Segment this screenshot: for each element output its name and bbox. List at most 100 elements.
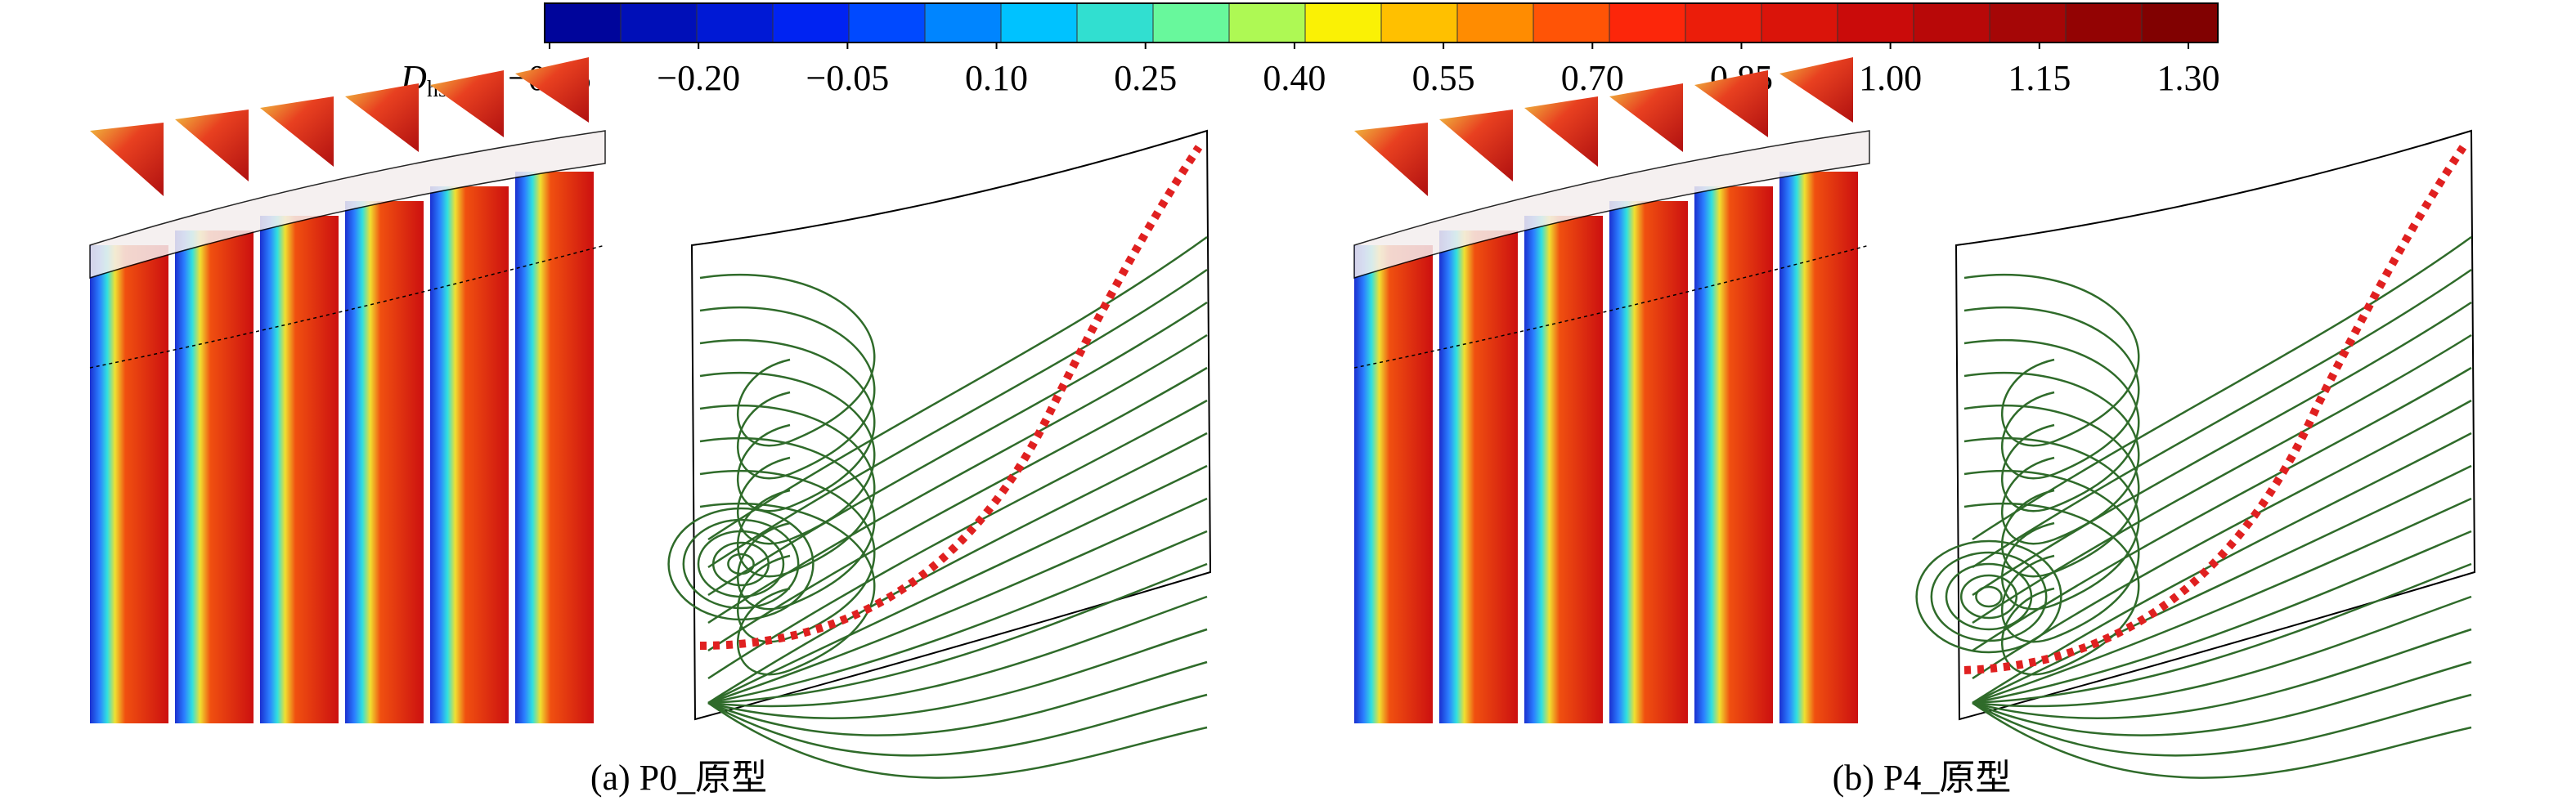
streamline bbox=[1963, 371, 2140, 545]
hub-band bbox=[1353, 130, 1870, 280]
vortex bbox=[1975, 585, 2003, 608]
colorbar-segment bbox=[1076, 2, 1154, 43]
streamline bbox=[707, 628, 1208, 719]
streamline bbox=[699, 306, 876, 480]
streamline bbox=[699, 436, 876, 611]
blade-top bbox=[90, 123, 164, 196]
colorbar-segment bbox=[2141, 2, 2219, 43]
colorbar-tick-label: 1.30 bbox=[2157, 58, 2220, 98]
blade-top bbox=[1779, 57, 1853, 123]
colorbar-segment bbox=[1989, 2, 2067, 43]
colorbar-segment bbox=[1913, 2, 1990, 43]
blade bbox=[1439, 230, 1518, 723]
colorbar-segment bbox=[1533, 2, 1610, 43]
colorbar-segment bbox=[696, 2, 774, 43]
vortex bbox=[1959, 574, 2018, 620]
colorbar-tick-label: −0.05 bbox=[806, 58, 889, 98]
streamline bbox=[1963, 306, 2140, 480]
vortex bbox=[682, 518, 800, 610]
streamline bbox=[707, 562, 1208, 705]
colorbar-tick-label: 1.15 bbox=[2008, 58, 2071, 98]
vortex bbox=[697, 530, 785, 598]
colorbar-segment bbox=[2065, 2, 2143, 43]
colorbar-tick-label: 0.55 bbox=[1412, 58, 1475, 98]
panel: (b) P4_原型 bbox=[1353, 57, 2476, 798]
streamline bbox=[1972, 268, 2472, 569]
vortex bbox=[1945, 562, 2033, 631]
streamline bbox=[1972, 628, 2472, 719]
separation-line bbox=[1963, 145, 2467, 674]
colorbar-segment bbox=[620, 2, 698, 43]
panel: (a) P0_原型 bbox=[89, 57, 1212, 798]
colorbar-tick-label: 0.40 bbox=[1263, 58, 1326, 98]
blade-top bbox=[1609, 83, 1683, 152]
blade bbox=[515, 172, 594, 723]
streamline bbox=[1963, 273, 2140, 447]
streamline bbox=[1972, 464, 2472, 705]
streamline bbox=[1963, 338, 2140, 512]
flow-domain bbox=[1954, 129, 2476, 721]
colorbar-segment bbox=[1456, 2, 1534, 43]
panels: (a) P0_原型 (b) P4_原型 bbox=[89, 57, 2476, 798]
streamline bbox=[707, 235, 1208, 541]
colorbar-segment bbox=[1304, 2, 1382, 43]
streamline bbox=[699, 502, 876, 676]
colorbar-tick-label: 0.25 bbox=[1114, 58, 1177, 98]
blade bbox=[260, 216, 339, 723]
streamline bbox=[707, 301, 1208, 597]
separation-line bbox=[699, 145, 1203, 650]
blade-top bbox=[430, 70, 504, 137]
vortex bbox=[727, 553, 755, 575]
streamline bbox=[1963, 404, 2140, 578]
colorbar-tick-label: 0.70 bbox=[1561, 58, 1624, 98]
colorbar-segment bbox=[848, 2, 926, 43]
streamline bbox=[1972, 399, 2472, 680]
colorbar-segment bbox=[1685, 2, 1762, 43]
colorbar-segment bbox=[1152, 2, 1230, 43]
blade bbox=[1779, 172, 1858, 723]
streamline bbox=[707, 399, 1208, 680]
blade bbox=[1354, 245, 1433, 723]
colorbar-segment bbox=[924, 2, 1002, 43]
blade bbox=[1609, 201, 1688, 723]
streamline bbox=[707, 693, 1208, 757]
blade-top bbox=[1354, 123, 1428, 196]
panel-caption: (a) P0_原型 bbox=[590, 758, 767, 798]
vortex bbox=[667, 507, 815, 621]
streamline bbox=[1963, 436, 2140, 611]
streamline bbox=[707, 530, 1208, 705]
colorbar-segment bbox=[1228, 2, 1306, 43]
streamline bbox=[1972, 530, 2472, 705]
colorbar-segment bbox=[772, 2, 850, 43]
vortex bbox=[1930, 551, 2048, 642]
colorbar-segment bbox=[1837, 2, 1914, 43]
streamline bbox=[707, 432, 1208, 705]
streamline bbox=[707, 497, 1208, 705]
blade bbox=[430, 186, 509, 723]
colorbar-segment bbox=[1000, 2, 1078, 43]
blade-top bbox=[1694, 70, 1768, 137]
blade bbox=[175, 230, 254, 723]
streamline bbox=[1972, 497, 2472, 705]
colorbar: −0.35−0.20−0.050.100.250.400.550.700.851… bbox=[508, 2, 2220, 98]
streamline bbox=[1972, 432, 2472, 705]
streamline bbox=[1972, 235, 2472, 541]
blade-top bbox=[345, 83, 419, 152]
vortex bbox=[711, 541, 770, 587]
colorbar-segment bbox=[1380, 2, 1458, 43]
panel-caption: (b) P4_原型 bbox=[1833, 758, 2012, 798]
streamline bbox=[1972, 366, 2472, 652]
streamline bbox=[707, 660, 1208, 736]
colorbar-frame bbox=[544, 2, 2219, 43]
colorbar-tick-label: 1.00 bbox=[1859, 58, 1922, 98]
streamline bbox=[1972, 693, 2472, 757]
streamline bbox=[1963, 502, 2140, 676]
streamline bbox=[707, 366, 1208, 652]
blade bbox=[1524, 216, 1603, 723]
blade-top bbox=[260, 96, 334, 167]
blade-top bbox=[1524, 96, 1598, 167]
blade bbox=[1694, 186, 1773, 723]
streamline bbox=[1963, 469, 2140, 643]
streamline bbox=[699, 273, 876, 447]
